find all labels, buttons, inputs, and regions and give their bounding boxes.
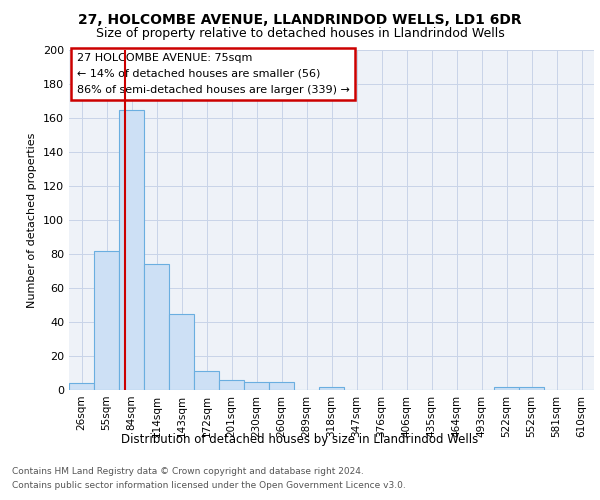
Bar — [519, 386, 544, 390]
Bar — [169, 314, 194, 390]
Text: 27, HOLCOMBE AVENUE, LLANDRINDOD WELLS, LD1 6DR: 27, HOLCOMBE AVENUE, LLANDRINDOD WELLS, … — [78, 12, 522, 26]
Bar — [94, 250, 119, 390]
Bar — [494, 386, 519, 390]
Y-axis label: Number of detached properties: Number of detached properties — [28, 132, 37, 308]
Bar — [69, 383, 94, 390]
Bar — [244, 382, 269, 390]
Bar — [194, 372, 219, 390]
Bar — [219, 380, 244, 390]
Bar — [319, 386, 344, 390]
Bar — [144, 264, 169, 390]
Bar — [119, 110, 144, 390]
Text: Contains public sector information licensed under the Open Government Licence v3: Contains public sector information licen… — [12, 481, 406, 490]
Text: Distribution of detached houses by size in Llandrindod Wells: Distribution of detached houses by size … — [121, 432, 479, 446]
Text: Size of property relative to detached houses in Llandrindod Wells: Size of property relative to detached ho… — [95, 28, 505, 40]
Text: Contains HM Land Registry data © Crown copyright and database right 2024.: Contains HM Land Registry data © Crown c… — [12, 468, 364, 476]
Text: 27 HOLCOMBE AVENUE: 75sqm
← 14% of detached houses are smaller (56)
86% of semi-: 27 HOLCOMBE AVENUE: 75sqm ← 14% of detac… — [77, 54, 350, 94]
Bar — [269, 382, 294, 390]
